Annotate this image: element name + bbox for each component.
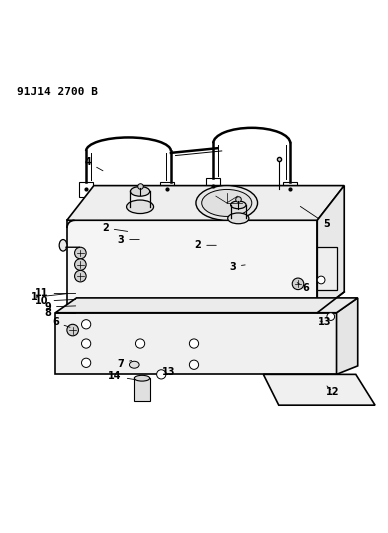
Circle shape	[327, 313, 334, 320]
Circle shape	[189, 360, 199, 369]
Polygon shape	[317, 185, 344, 313]
Ellipse shape	[228, 213, 249, 224]
Bar	[206, 178, 220, 193]
Ellipse shape	[59, 239, 67, 251]
Circle shape	[74, 259, 86, 270]
Text: 6: 6	[52, 317, 70, 327]
Circle shape	[74, 270, 86, 282]
Text: 91J14 2700 B: 91J14 2700 B	[17, 87, 98, 98]
Text: 2: 2	[102, 223, 128, 233]
Text: 4: 4	[85, 157, 103, 171]
Text: 12: 12	[326, 386, 340, 397]
Ellipse shape	[230, 201, 246, 209]
Text: 10: 10	[35, 296, 76, 306]
Ellipse shape	[196, 185, 258, 220]
Bar	[134, 378, 150, 401]
Ellipse shape	[202, 189, 252, 216]
Polygon shape	[336, 298, 358, 374]
Polygon shape	[317, 247, 336, 289]
Circle shape	[81, 339, 91, 348]
Text: 2: 2	[194, 240, 216, 251]
Ellipse shape	[130, 187, 150, 196]
Text: 14: 14	[108, 372, 135, 381]
Text: 7: 7	[118, 359, 132, 369]
Text: 13: 13	[162, 367, 176, 377]
Text: 9: 9	[44, 302, 76, 312]
Text: 8: 8	[44, 308, 76, 318]
Bar	[160, 182, 174, 197]
Circle shape	[317, 276, 325, 284]
Polygon shape	[55, 313, 336, 374]
Circle shape	[67, 324, 78, 336]
Bar	[283, 182, 297, 197]
Ellipse shape	[130, 361, 139, 368]
Polygon shape	[263, 374, 375, 405]
Circle shape	[189, 339, 199, 348]
Circle shape	[81, 320, 91, 329]
Bar	[79, 182, 93, 197]
Text: 5: 5	[300, 206, 330, 229]
Circle shape	[81, 358, 91, 367]
Circle shape	[74, 247, 86, 259]
Circle shape	[292, 278, 304, 289]
Circle shape	[135, 339, 145, 348]
Ellipse shape	[134, 375, 150, 381]
Polygon shape	[55, 298, 358, 313]
Text: 3: 3	[118, 235, 139, 245]
Circle shape	[157, 370, 166, 379]
Polygon shape	[67, 185, 344, 220]
Text: 11: 11	[35, 288, 76, 298]
Text: 1: 1	[31, 292, 66, 302]
Text: 6: 6	[297, 282, 309, 293]
Polygon shape	[67, 220, 317, 313]
Text: 13: 13	[318, 317, 332, 327]
Text: 3: 3	[229, 262, 245, 271]
Ellipse shape	[126, 200, 154, 214]
